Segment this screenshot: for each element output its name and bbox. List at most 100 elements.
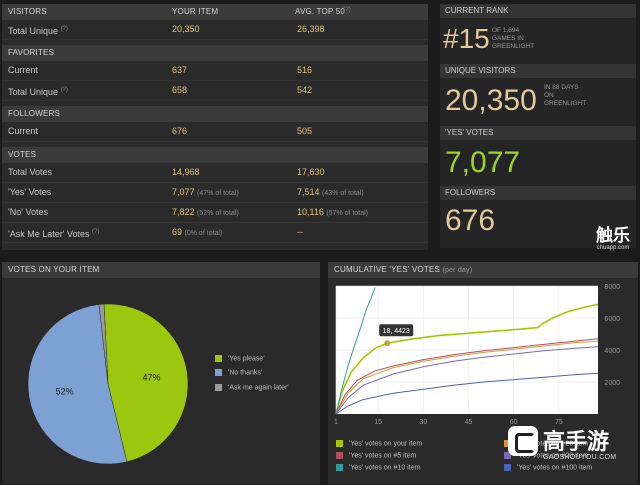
avg-top50-value: 17,630 (297, 167, 325, 177)
legend-item[interactable]: 'Yes' votes on #20 item (504, 440, 588, 447)
section-header: VISITORS YOUR ITEM AVG. TOP 50 (?) (2, 4, 428, 20)
section-header: FOLLOWERS (2, 106, 428, 122)
help-icon[interactable]: (?) (60, 26, 68, 32)
legend-swatch (504, 452, 511, 459)
legend-later: 'Ask me again later' (215, 383, 289, 391)
rank-value: #15 (443, 23, 490, 54)
cumulative-chart-panel: CUMULATIVE 'YES' VOTES (per day) 2000 400… (328, 262, 638, 484)
your-item-value: 7,077 (47% of total) (172, 187, 239, 197)
row-label: 'Ask Me Later' Votes (?) (8, 229, 100, 239)
help-icon[interactable]: (?) (343, 7, 351, 13)
chart-title: CUMULATIVE 'YES' VOTES (per day) (328, 262, 638, 278)
legend-swatch (504, 464, 511, 471)
table-row: 'No' Votes 7,822 (52% of total) 10,116 (57… (2, 203, 428, 223)
series-line (335, 303, 599, 415)
followers-value: 676 (445, 204, 496, 237)
pie-slice (27, 304, 128, 465)
hover-point[interactable] (384, 340, 391, 347)
column-header: AVG. TOP 50 (295, 7, 346, 16)
your-item-value: 20,350 (172, 24, 200, 34)
y-tick-label: 6000 (604, 316, 620, 323)
avg-top50-value: 10,116 (57% of total) (297, 207, 369, 217)
legend-yes-swatch (215, 355, 222, 362)
legend-item[interactable]: 'Yes' votes on #100 item (504, 464, 592, 471)
unique-note: IN 88 DAYS ON GREENLIGHT (544, 84, 587, 107)
avg-top50-value: 505 (297, 126, 313, 136)
series-line (335, 338, 599, 415)
table-row: Total Unique (?) 20,350 26,398 (2, 20, 428, 40)
avg-top50-value: 26,398 (297, 24, 325, 34)
row-label: Total Votes (8, 167, 53, 177)
row-label: Current (8, 126, 39, 136)
legend-swatch (336, 440, 343, 447)
avg-top50-value: 542 (297, 85, 313, 95)
section-title: VISITORS (8, 7, 47, 16)
x-tick-label: 15 (374, 419, 382, 426)
column-header: YOUR ITEM (172, 7, 219, 16)
section-title: FOLLOWERS (8, 109, 61, 118)
legend-item[interactable]: 'Yes' votes on #10 item (336, 464, 420, 471)
avg-top50-value: -- (297, 227, 303, 237)
pie-slice (103, 303, 189, 463)
help-icon[interactable]: (?) (60, 87, 68, 93)
help-icon[interactable]: (?) (92, 229, 100, 235)
table-row: Current 676 505 (2, 122, 428, 142)
legend-swatch (336, 452, 343, 459)
section-title: FAVORITES (8, 48, 55, 57)
legend-later-swatch (215, 383, 222, 391)
x-tick-label: 75 (555, 419, 563, 426)
summary-panel: CURRENT RANK #15 OF 1,694 GAMES IN GREEN… (440, 4, 636, 248)
pie-chart: 47% 52% (27, 303, 189, 465)
table-row: Total Votes 14,968 17,630 (2, 163, 428, 183)
legend-yes: 'Yes please' (215, 355, 289, 362)
x-tick-label: 30 (419, 419, 427, 426)
your-item-value: 7,822 (52% of total) (172, 207, 239, 217)
pie-slice-label: 47% (143, 373, 161, 383)
your-item-value: 658 (172, 85, 188, 95)
series-line (335, 340, 599, 415)
y-tick-label: 2000 (604, 380, 620, 387)
x-tick-label: 45 (465, 419, 473, 426)
series-line (335, 287, 376, 415)
followers-label: FOLLOWERS (440, 186, 636, 200)
current-rank-label: CURRENT RANK (440, 4, 636, 18)
legend-no: 'No thanks' (215, 369, 289, 377)
your-item-value: 676 (172, 126, 188, 136)
your-item-value: 69 (0% of total) (172, 227, 223, 237)
yes-votes-value: 7,077 (445, 146, 521, 179)
avg-top50-value: 516 (297, 65, 313, 75)
unique-visitors-value: 20,350 (445, 84, 537, 117)
row-label: Total Unique (?) (8, 87, 68, 97)
pie-slice (98, 303, 109, 385)
legend-swatch (336, 464, 343, 471)
gaoshouyou-logo-icon (508, 426, 538, 456)
legend-no-swatch (215, 369, 222, 377)
avg-top50-value: 7,514 (43% of total) (297, 187, 364, 197)
row-label: 'Yes' Votes (8, 187, 52, 197)
pie-title: VOTES ON YOUR ITEM (2, 262, 320, 278)
pie-panel: VOTES ON YOUR ITEM 47% 52% 'Yes please' '… (2, 262, 320, 484)
tooltip-text: 18, 4423 (383, 328, 410, 335)
table-row: 'Ask Me Later' Votes (?) 69 (0% of total)… (2, 223, 428, 243)
x-tick-label: 1 (334, 419, 338, 426)
section-header: FAVORITES (2, 45, 428, 61)
tooltip-box (379, 324, 414, 337)
section-header: VOTES (2, 147, 428, 163)
y-tick-label: 4000 (604, 348, 620, 355)
pie-legend: 'Yes please' 'No thanks' 'Ask me again l… (215, 355, 289, 391)
chuapp-watermark: 触乐 chuapp.com (596, 226, 630, 251)
table-row: Total Unique (?) 658 542 (2, 81, 428, 101)
legend-item[interactable]: 'Yes' votes on #20 item (504, 452, 588, 459)
pie-slice-label: 52% (56, 387, 74, 397)
legend-item[interactable]: 'Yes' votes on #5 item (336, 452, 416, 459)
unique-visitors-label: UNIQUE VISITORS (440, 64, 636, 78)
legend-item[interactable]: 'Yes' votes on your item (336, 440, 422, 447)
section-title: VOTES (8, 150, 37, 159)
stats-table: VISITORS YOUR ITEM AVG. TOP 50 (?) Total Uni… (2, 4, 428, 250)
legend-swatch (504, 440, 511, 447)
rank-note: OF 1,694 GAMES IN GREENLIGHT (492, 27, 535, 50)
table-row: 'Yes' Votes 7,077 (47% of total) 7,514 (43… (2, 183, 428, 203)
row-label: Total Unique (?) (8, 26, 68, 36)
row-label: 'No' Votes (8, 207, 48, 217)
x-tick-label: 60 (510, 419, 518, 426)
